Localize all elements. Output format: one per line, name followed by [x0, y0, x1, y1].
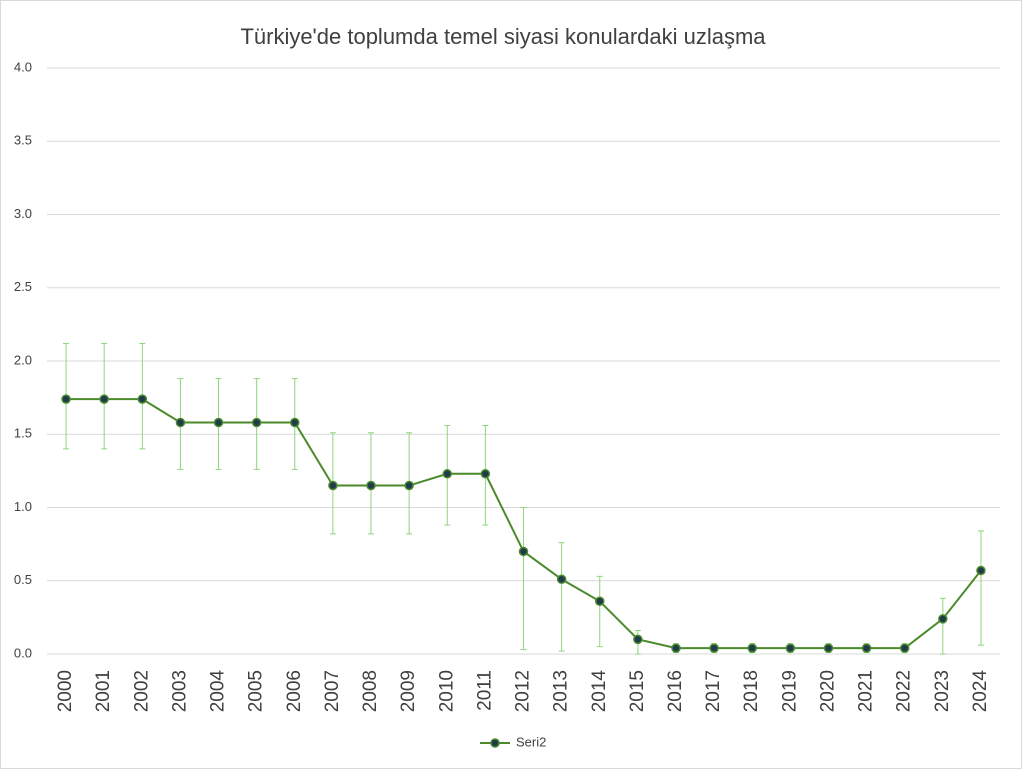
data-point — [213, 417, 224, 428]
data-point — [404, 480, 414, 491]
y-tick-label: 0.0 — [14, 645, 32, 660]
x-tick-label: 2020 — [817, 670, 838, 712]
error-bar — [520, 507, 527, 651]
x-tick-label: 2000 — [55, 670, 76, 712]
x-tick-label: 2007 — [322, 670, 343, 712]
data-point — [328, 480, 338, 491]
x-tick-label: 2024 — [970, 670, 991, 713]
y-tick-label: 4.0 — [14, 59, 32, 74]
y-tick-label: 0.5 — [14, 572, 32, 587]
y-tick-label: 1.5 — [14, 426, 32, 441]
y-tick-label: 1.0 — [14, 499, 32, 514]
y-tick-label: 2.5 — [14, 279, 32, 294]
data-point — [594, 596, 605, 607]
data-point — [709, 643, 719, 653]
x-tick-label: 2009 — [398, 670, 419, 712]
error-bar — [939, 597, 946, 655]
legend-label: Seri2 — [516, 734, 546, 749]
y-tick-label: 3.0 — [14, 206, 32, 221]
x-tick-label: 2018 — [741, 670, 762, 712]
x-tick-label: 2014 — [589, 670, 610, 713]
x-tick-label: 2004 — [208, 670, 229, 713]
data-point — [938, 614, 948, 624]
x-tick-label: 2023 — [932, 670, 953, 712]
x-tick-label: 2022 — [894, 670, 915, 712]
x-tick-label: 2002 — [131, 670, 152, 712]
data-point — [518, 546, 529, 557]
data-point — [366, 480, 376, 491]
x-tick-label: 2010 — [436, 670, 457, 712]
x-tick-label: 2017 — [703, 670, 724, 712]
x-tick-label: 2011 — [474, 670, 495, 711]
data-point — [251, 417, 262, 428]
data-point — [290, 417, 300, 428]
legend-marker — [490, 738, 500, 748]
y-tick-label: 3.5 — [14, 133, 32, 148]
error-bar — [977, 530, 984, 646]
x-tick-label: 2015 — [627, 670, 648, 712]
data-point — [823, 643, 834, 653]
data-point — [556, 574, 567, 585]
x-tick-label: 2008 — [360, 670, 381, 712]
chart-title: Türkiye'de toplumda temel siyasi konular… — [240, 24, 766, 49]
data-point — [137, 394, 148, 404]
data-point — [175, 417, 186, 428]
error-bar — [558, 542, 565, 652]
x-tick-label: 2001 — [93, 670, 114, 712]
data-point — [61, 394, 71, 404]
x-tick-label: 2016 — [665, 670, 686, 712]
data-point — [785, 643, 796, 653]
data-point — [633, 634, 643, 645]
x-tick-label: 2005 — [246, 670, 267, 712]
x-tick-label: 2003 — [169, 670, 190, 712]
data-point — [442, 469, 453, 479]
data-point — [480, 469, 491, 479]
x-tick-label: 2006 — [284, 670, 305, 712]
x-tick-label: 2013 — [551, 670, 572, 712]
data-point — [99, 394, 109, 404]
y-tick-label: 2.0 — [14, 352, 32, 367]
x-tick-label: 2021 — [856, 670, 877, 712]
data-point — [861, 643, 872, 653]
data-point — [976, 565, 986, 576]
data-point — [671, 643, 681, 653]
x-tick-label: 2019 — [779, 670, 800, 712]
error-bar — [596, 575, 603, 648]
data-point — [747, 643, 757, 653]
data-point — [899, 643, 910, 653]
x-tick-label: 2012 — [513, 670, 534, 712]
